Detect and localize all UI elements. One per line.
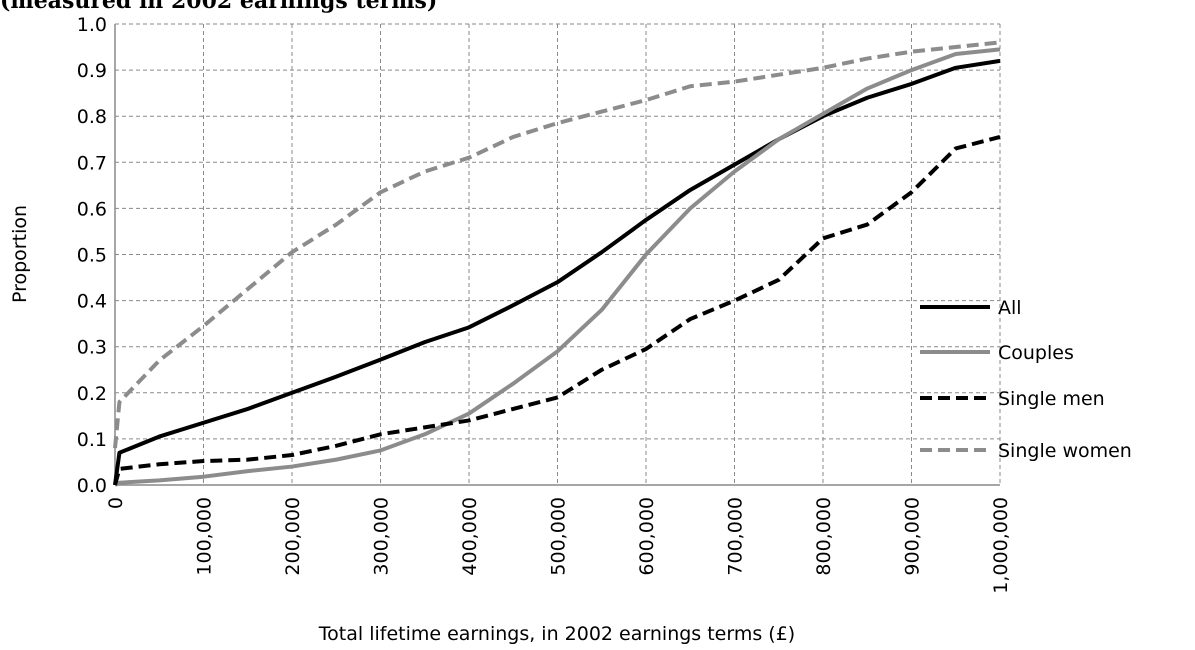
y-tick-label: 0.3: [77, 337, 107, 359]
x-tick-label: 100,000: [194, 497, 216, 576]
x-tick-label: 1,000,000: [990, 497, 1012, 594]
x-tick-label: 500,000: [548, 497, 570, 576]
line: [114, 47, 1001, 487]
x-tick-label: 700,000: [725, 497, 747, 576]
x-tick-label: 900,000: [902, 497, 924, 576]
legend-label: Single men: [998, 388, 1105, 410]
line: [113, 135, 1001, 486]
y-tick-label: 0.2: [77, 383, 107, 405]
legend-label: Couples: [998, 342, 1074, 364]
line: [113, 40, 1001, 449]
y-tick-label: 0.6: [77, 198, 107, 220]
y-tick-label: 0.8: [77, 106, 107, 128]
x-tick-label: 200,000: [282, 497, 304, 576]
y-tick-label: 1.0: [77, 14, 107, 36]
y-tick-label: 0.9: [77, 60, 107, 82]
chart-title: (measured in 2002 earnings terms): [0, 0, 437, 14]
y-tick-label: 0.5: [77, 245, 107, 267]
x-tick-label: 0: [105, 497, 127, 509]
y-tick-label: 0.0: [77, 475, 107, 497]
y-tick-label: 0.7: [77, 152, 107, 174]
x-tick-label: 600,000: [636, 497, 658, 576]
y-axis-label: Proportion: [9, 205, 31, 303]
x-axis-label: Total lifetime earnings, in 2002 earning…: [318, 623, 795, 645]
legend-label: All: [998, 297, 1022, 319]
x-tick-label: 400,000: [459, 497, 481, 576]
y-tick-label: 0.4: [77, 291, 107, 313]
x-tick-label: 300,000: [371, 497, 393, 576]
y-tick-label: 0.1: [77, 429, 107, 451]
legend-label: Single women: [998, 440, 1132, 462]
line: [113, 58, 1001, 486]
x-tick-label: 800,000: [813, 497, 835, 576]
